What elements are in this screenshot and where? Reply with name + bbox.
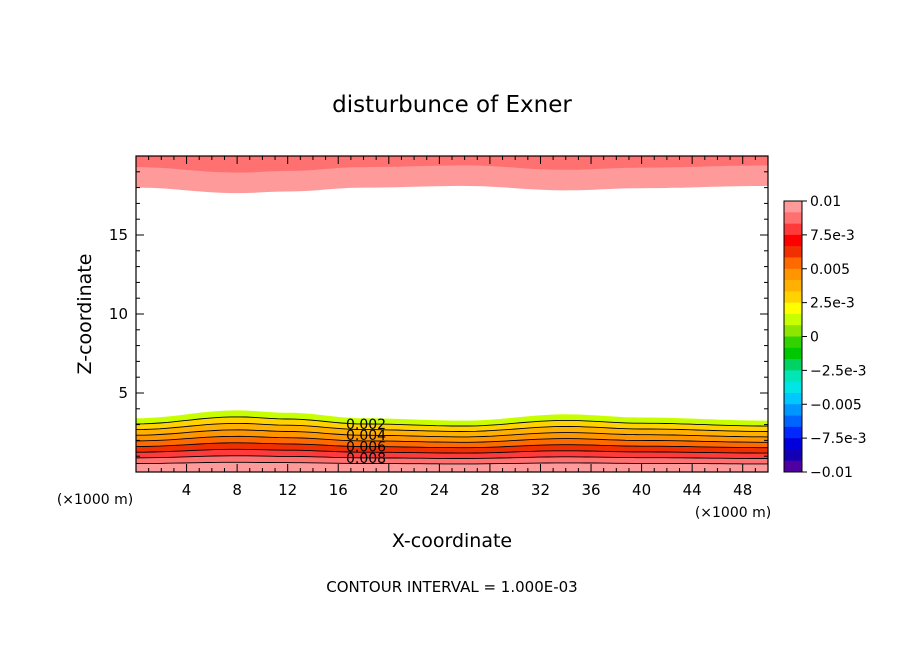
x-tick-label: 32 [531,481,550,499]
contour-label: 0.008 [346,451,386,467]
colorbar-tick-label: 0.01 [810,194,841,210]
colorbar-band [784,449,802,462]
colorbar-band [784,201,802,213]
colorbar-band [784,257,802,270]
colorbar-band [784,381,802,394]
colorbar-tick-label: −0.01 [810,465,853,481]
x-tick-label: 48 [733,481,752,499]
x-axis-unit-label: (×1000 m) [695,505,771,521]
contour-line [135,416,769,427]
colorbar-band [784,460,802,473]
colorbar-band [784,336,802,349]
colorbar-band [784,325,802,337]
colorbar-tick-label: −0.005 [810,397,862,413]
colorbar-band [784,404,802,416]
contour-line [135,422,769,432]
colorbar-band [784,212,802,224]
x-tick-label: 44 [683,481,702,499]
contour-label: 0.006 [346,440,386,456]
contour-label: 0.002 [346,417,386,433]
y-tick-label: 15 [109,226,128,244]
contour-line [136,429,769,438]
x-axis-title: X-coordinate [392,530,512,552]
colorbar-tick-label: 0 [810,330,819,346]
top-band [136,156,768,173]
chart-title: disturbunce of Exner [332,92,572,118]
y-tick-label: 5 [118,384,128,402]
colorbar-tick-label: 2.5e-3 [810,296,855,312]
x-tick-label: 20 [379,481,398,499]
y-axis: 5 10 15 [109,171,768,457]
colorbar-band [784,415,802,428]
x-tick-label: 28 [480,481,499,499]
contour-line [136,448,768,454]
contour-line [136,461,768,465]
colorbar-band [784,392,802,405]
contour-interval-note: CONTOUR INTERVAL = 1.000E-03 [326,578,577,596]
colorbar-band [784,347,802,360]
colorbar-tick-label: 7.5e-3 [810,228,855,244]
y-axis-title: Z-coordinate [74,254,96,375]
colorbar-band [784,223,802,236]
contour-label: 0.004 [346,428,386,444]
x-tick-label: 12 [278,481,297,499]
colorbar-band [784,302,802,315]
colorbar-tick-label: −2.5e-3 [810,363,867,379]
colorbar-tick-label: −7.5e-3 [810,431,867,447]
contour-line [135,435,768,443]
x-tick-label: 16 [329,481,348,499]
x-tick-label: 40 [632,481,651,499]
colorbar-band [784,280,802,292]
contour-line [135,455,768,459]
colorbar-band [784,426,802,439]
colorbar-band [784,291,802,303]
x-tick-label: 36 [581,481,600,499]
colorbar-band [784,313,802,326]
colorbar-tick-label: 0.005 [810,262,850,278]
colorbar-band [784,246,802,258]
colorbar-band [784,370,802,382]
x-tick-label: 24 [430,481,449,499]
colorbar: 0.01 7.5e-3 0.005 2.5e-3 0 −2.5e-3 −0.005 −7.5e… [783,194,867,481]
contour-line [135,442,768,449]
y-tick-label: 10 [109,305,128,323]
colorbar-band [784,438,802,450]
colorbar-band [784,234,802,247]
x-axis: 4 8 12 16 20 24 28 32 36 40 44 48 [148,156,756,499]
colorbar-band [784,268,802,281]
x-tick-label: 4 [182,481,192,499]
x-origin-unit-label: (×1000 m) [57,492,133,508]
x-tick-label: 8 [232,481,242,499]
colorbar-band [784,359,802,371]
